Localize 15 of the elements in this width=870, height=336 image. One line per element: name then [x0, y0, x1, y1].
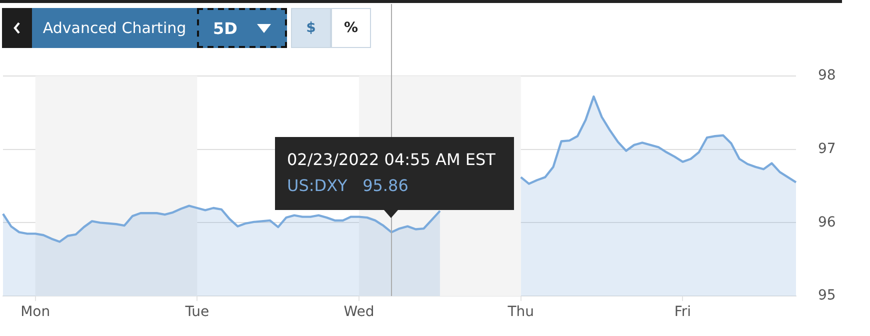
- toggle-button: %: [331, 8, 371, 48]
- y-tick-label: 98: [818, 68, 836, 84]
- annotation: US:DXY 95.86: [287, 175, 410, 197]
- x-tick-label: Thu: [506, 304, 534, 320]
- dropdown-button: 5D: [197, 8, 287, 48]
- annotation: 02/23/2022 04:55 AM EST: [287, 149, 496, 171]
- toggle-button: $: [291, 8, 331, 48]
- y-tick-label: 95: [818, 288, 836, 304]
- text-button: Advanced Charting: [32, 8, 197, 48]
- y-tick-label: 97: [818, 140, 836, 157]
- x-tick-label: Tue: [184, 304, 210, 320]
- x-tick-label: Fri: [674, 304, 692, 320]
- y-tick-label: 96: [818, 214, 836, 230]
- x-tick-label: Wed: [344, 304, 374, 320]
- x-tick-label: Mon: [20, 304, 50, 320]
